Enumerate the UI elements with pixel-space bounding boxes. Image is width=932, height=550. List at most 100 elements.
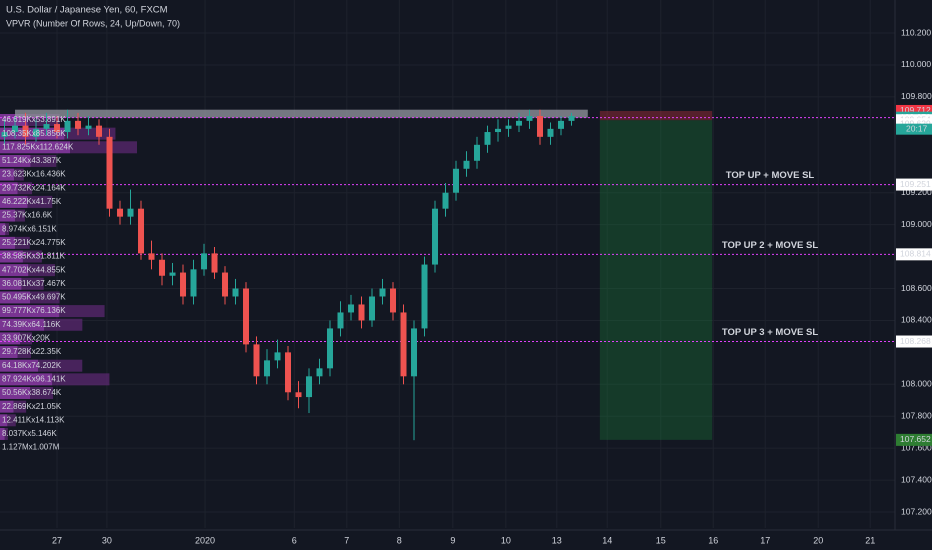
- candle-body: [54, 124, 61, 133]
- candle-body: [547, 128, 554, 137]
- y-tick-label: 108.400: [901, 315, 932, 325]
- y-tick-label: 110.200: [901, 27, 931, 37]
- candle-body: [180, 272, 187, 297]
- candle-body: [348, 304, 355, 313]
- candle-body: [12, 125, 19, 133]
- countdown: 20:17: [906, 123, 928, 133]
- volume-label: 8.974Kx6.151K: [2, 224, 57, 233]
- y-tick-label: 107.600: [901, 442, 932, 452]
- candle-body: [232, 288, 239, 297]
- candle-body: [33, 128, 40, 137]
- candle-body: [558, 120, 565, 129]
- volume-up-bar: [0, 209, 16, 222]
- volume-label: 108.35Kx85.856K: [2, 129, 66, 138]
- x-tick-label: 8: [397, 535, 402, 545]
- candle-body: [484, 132, 491, 145]
- x-tick-label: 9: [450, 535, 455, 545]
- candle-body: [327, 328, 334, 369]
- volume-up-bar: [0, 346, 18, 359]
- x-tick-label: 16: [708, 535, 718, 545]
- volume-label: 33.907Kx20K: [2, 334, 51, 343]
- candle-body: [411, 328, 418, 377]
- candle-body: [390, 288, 397, 313]
- price-tag: [896, 335, 932, 348]
- volume-up-bar: [0, 141, 71, 154]
- x-tick-label: 10: [501, 535, 511, 545]
- grid: [0, 0, 895, 528]
- price-tag: [896, 248, 932, 261]
- candle-body: [127, 208, 134, 217]
- candle-body: [159, 259, 166, 276]
- resistance-zone: [15, 109, 588, 118]
- candle-body: [243, 288, 250, 345]
- volume-up-bar: [0, 250, 23, 263]
- volume-label: 87.924Kx96.141K: [2, 374, 66, 383]
- candle-body: [148, 253, 155, 260]
- y-tick-label: 107.800: [901, 410, 932, 420]
- x-tick-label: 20: [813, 535, 823, 545]
- level-annotation: TOP UP 2 + MOVE SL: [722, 240, 819, 251]
- volume-up-bar: [0, 154, 31, 167]
- volume-down-bar: [59, 305, 105, 318]
- candle-body: [442, 192, 449, 209]
- x-tick-label: 2020: [195, 535, 215, 545]
- volume-label: 46.619Kx53.891K: [2, 115, 66, 124]
- price-tag-label: 107.652: [900, 434, 931, 444]
- y-tick-label: 110.000: [901, 59, 931, 69]
- x-tick-label: 6: [292, 535, 297, 545]
- volume-down-bar: [14, 236, 30, 249]
- volume-up-bar: [0, 291, 31, 304]
- volume-down-bar: [30, 387, 54, 399]
- x-tick-label: 21: [865, 535, 875, 545]
- volume-label: 50.56Kx38.674K: [2, 388, 62, 397]
- volume-label: 47.702Kx44.855K: [2, 265, 66, 274]
- price-tag: [896, 178, 932, 191]
- volume-label: 12.411Kx14.113K: [2, 415, 65, 424]
- x-tick-label: 27: [52, 535, 62, 545]
- x-tick-label: 15: [656, 535, 666, 545]
- candle-body: [106, 136, 113, 209]
- volume-up-bar: [0, 318, 45, 331]
- volume-down-bar: [22, 250, 42, 263]
- price-tag-label: 109.251: [900, 179, 931, 189]
- price-tag-label: 109.629: [900, 118, 931, 128]
- candle-body: [358, 304, 365, 321]
- volume-down-bar: [52, 373, 110, 386]
- target-zone: [599, 120, 713, 440]
- volume-label: 99.777Kx76.136K: [2, 306, 66, 315]
- x-tick-label: 14: [602, 535, 612, 545]
- volume-down-bar: [64, 127, 116, 140]
- volume-up-bar: [0, 236, 15, 249]
- volume-down-bar: [15, 209, 25, 222]
- volume-up-bar: [0, 387, 31, 399]
- volume-label: 50.495Kx49.697K: [2, 293, 66, 302]
- candle-body: [421, 264, 428, 329]
- y-tick-label: 109.200: [901, 187, 932, 197]
- volume-up-bar: [0, 127, 65, 140]
- stop-zone: [599, 110, 713, 121]
- candle-body: [568, 116, 575, 121]
- volume-down-bar: [44, 318, 83, 331]
- volume-label: 64.18Kx74.202K: [2, 361, 62, 370]
- volume-up-bar: [0, 195, 28, 208]
- candle-body: [169, 272, 176, 276]
- candle-body: [295, 392, 302, 398]
- chart-title: U.S. Dollar / Japanese Yen, 60, FXCM: [6, 5, 168, 16]
- candle-body: [369, 296, 376, 321]
- candle-body: [253, 344, 260, 377]
- candle-body: [201, 253, 208, 270]
- volume-down-bar: [14, 168, 24, 181]
- volume-down-bar: [70, 141, 137, 154]
- candle-body: [264, 360, 271, 377]
- volume-down-bar: [20, 332, 33, 345]
- candle-body: [306, 376, 313, 398]
- volume-up-bar: [0, 277, 22, 290]
- volume-down-bar: [7, 414, 16, 427]
- countdown-box: [896, 123, 932, 135]
- indicator-label: VPVR (Number Of Rows, 24, Up/Down, 70): [6, 18, 180, 28]
- volume-down-bar: [17, 346, 31, 359]
- plot: TOP UP + MOVE SL TOP UP 2 + MOVE SL TOP UP…: [0, 109, 895, 452]
- candle-body: [400, 312, 407, 377]
- x-tick-label: 7: [344, 535, 349, 545]
